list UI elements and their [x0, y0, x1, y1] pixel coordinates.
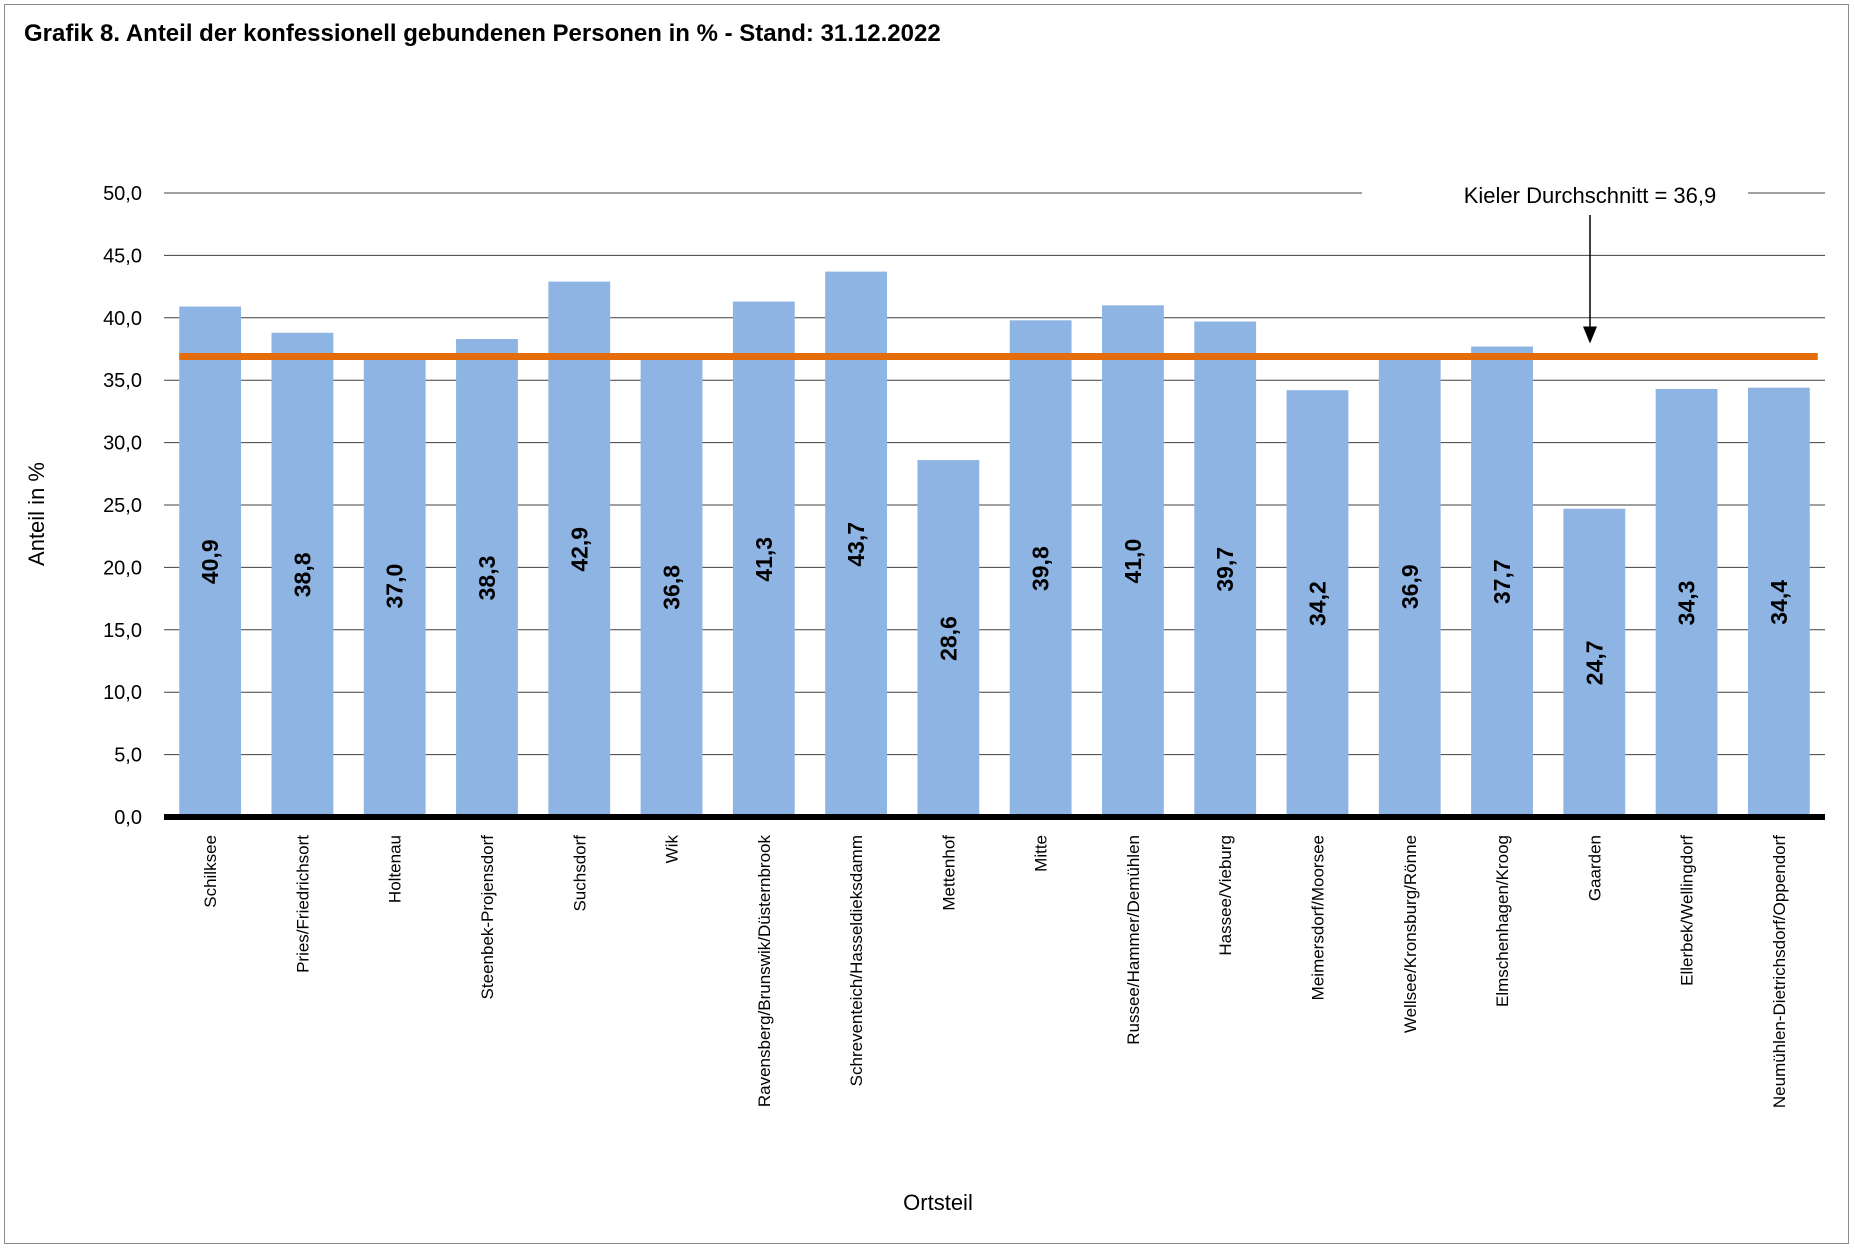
chart-frame — [4, 4, 1849, 1244]
bar — [1378, 356, 1441, 817]
y-tick-label: 15,0 — [103, 620, 142, 642]
bar — [363, 355, 426, 817]
bar — [825, 271, 887, 817]
data-label: 41,0 — [1120, 539, 1146, 584]
x-tick-label: Wellsee/Kronsburg/Rönne — [1401, 835, 1420, 1033]
bar — [1194, 321, 1257, 817]
y-tick-label: 20,0 — [103, 557, 142, 579]
data-label: 41,3 — [751, 537, 777, 582]
y-tick-label: 25,0 — [103, 495, 142, 517]
x-tick-label: Holtenau — [386, 835, 405, 903]
x-tick-label: Pries/Friedrichsort — [293, 835, 312, 973]
data-label: 37,0 — [382, 564, 408, 609]
data-label: 42,9 — [566, 527, 592, 572]
x-tick-label: Mettenhof — [939, 835, 958, 911]
x-tick-label: Hassee/Vieburg — [1216, 835, 1235, 956]
bar — [640, 357, 703, 817]
data-label: 28,6 — [935, 616, 961, 661]
y-tick-label: 5,0 — [114, 745, 142, 767]
data-label: 36,8 — [659, 565, 685, 610]
x-tick-label: Russee/Hammer/Demühlen — [1124, 835, 1143, 1045]
y-tick-label: 50,0 — [103, 183, 142, 205]
x-tick-label: Meimersdorf/Moorsee — [1308, 835, 1327, 1000]
y-axis-title: Anteil in % — [24, 462, 49, 566]
bar — [1747, 387, 1810, 817]
x-tick-label: Ravensberg/Brunswik/Düsternbrook — [755, 835, 774, 1108]
x-tick-label: Suchsdorf — [570, 835, 589, 912]
data-label: 40,9 — [197, 539, 223, 584]
bar — [456, 339, 518, 817]
data-label: 39,7 — [1212, 547, 1238, 592]
x-tick-label: Gaarden — [1585, 835, 1604, 901]
bar — [1471, 346, 1533, 817]
y-tick-label: 0,0 — [114, 807, 142, 829]
x-tick-label: Mitte — [1032, 835, 1051, 872]
bar — [548, 281, 611, 817]
x-tick-label: Steenbek-Projensdorf — [478, 835, 497, 1000]
data-label: 38,8 — [289, 552, 315, 597]
bar — [1286, 390, 1349, 817]
chart-title: Grafik 8. Anteil der konfessionell gebun… — [24, 20, 941, 47]
x-tick-label: Wik — [663, 835, 682, 864]
x-tick-label: Ellerbek/Wellingdorf — [1678, 835, 1697, 986]
x-tick-label: Neumühlen-Dietrichsdorf/Oppendorf — [1770, 835, 1789, 1108]
y-tick-label: 30,0 — [103, 433, 142, 455]
data-label: 36,9 — [1397, 564, 1423, 609]
data-label: 34,2 — [1304, 581, 1330, 626]
data-label: 38,3 — [474, 556, 500, 601]
y-tick-label: 40,0 — [103, 308, 142, 330]
data-label: 24,7 — [1581, 640, 1607, 685]
annotation-arrow-head — [1583, 326, 1597, 344]
bar — [1655, 388, 1718, 817]
bar — [271, 332, 334, 817]
data-label: 39,8 — [1028, 546, 1054, 591]
bar — [917, 460, 980, 817]
data-label: 34,3 — [1674, 581, 1700, 626]
bar — [1563, 508, 1626, 817]
y-tick-label: 45,0 — [103, 245, 142, 267]
bar — [732, 301, 795, 817]
data-label: 37,7 — [1489, 559, 1515, 604]
bar — [1102, 305, 1164, 817]
y-tick-label: 10,0 — [103, 682, 142, 704]
data-label: 34,4 — [1766, 580, 1792, 625]
x-tick-label: Schilksee — [201, 835, 220, 908]
bar — [1009, 320, 1072, 817]
x-tick-label: Schreventeich/Hasseldieksdamm — [847, 835, 866, 1086]
y-tick-label: 35,0 — [103, 370, 142, 392]
x-axis-title: Ortsteil — [903, 1190, 973, 1215]
data-label: 43,7 — [843, 522, 869, 567]
bar — [179, 306, 242, 817]
x-tick-label: Elmschenhagen/Kroog — [1493, 835, 1512, 1007]
reference-annotation: Kieler Durchschnitt = 36,9 — [1464, 183, 1717, 208]
